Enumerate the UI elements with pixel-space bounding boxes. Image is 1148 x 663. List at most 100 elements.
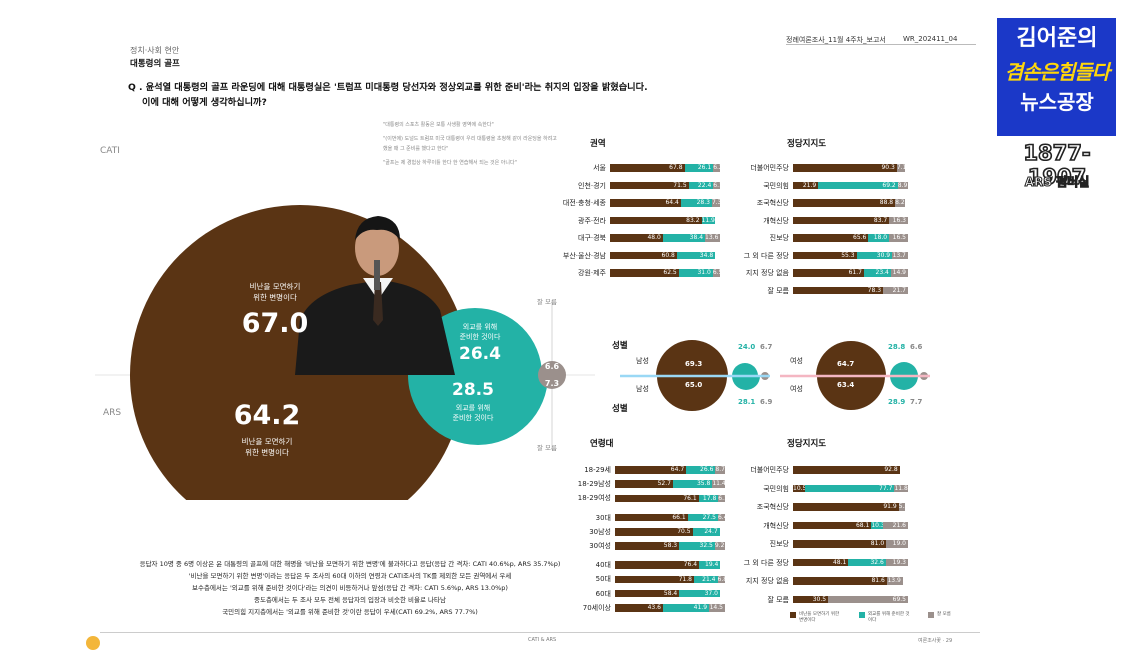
region-bar-dontknow: 7.3 — [711, 199, 720, 207]
legend-item-prepare: 외교를 위해 준비한 것이다 — [859, 612, 910, 624]
male-cati-criticize — [656, 340, 728, 376]
region-bar: 83.2 11.9 — [610, 216, 720, 225]
cati-prepare-line2: 준비한 것이다 — [459, 333, 501, 341]
region-bar: 64.4 28.3 7.3 — [610, 199, 720, 207]
party-row: 더불어민주당 90.3 7.1 — [737, 163, 908, 173]
cati-prepare-label: 외교를 위해 준비한 것이다 — [440, 322, 520, 342]
news-factory-logo — [997, 18, 1116, 136]
party2-row: 개혁신당 68.1 10.3 21.6 — [737, 521, 908, 531]
region-row: 부산·울산·경남 60.8 34.8 — [548, 251, 720, 261]
age-bar-criticize: 64.7 — [615, 466, 687, 474]
party-bar-criticize: 88.8 — [793, 199, 896, 207]
region-bar: 48.0 38.4 13.6 — [610, 234, 720, 242]
age-bar-prepare: 17.8 — [698, 494, 719, 503]
party-row: 국민의힘 21.9 69.2 8.9 — [737, 181, 908, 191]
legend-item-criticize: 비난을 모면하기 위한 변명이다 — [790, 612, 841, 624]
age-bar: 58.3 32.5 9.2 — [615, 542, 725, 550]
question: Q . 윤석열 대통령의 골프 라운딩에 대해 대통령실은 '트럼프 미대통령 … — [128, 80, 688, 110]
ars-dontknow-label: 잘 모름 — [537, 444, 558, 452]
region-row-label: 광주·전라 — [578, 216, 606, 225]
age-bar-criticize: 76.4 — [615, 561, 700, 569]
region-row: 대전·충청·세종 64.4 28.3 7.3 — [548, 198, 720, 208]
report-title: 정례여론조사_11월 4주차_보고서 — [786, 36, 886, 44]
logo-line2: 겸손은힘들다 — [1004, 60, 1110, 84]
ars-criticize-value: 64.2 — [233, 400, 301, 431]
male-ars-criticize-value: 65.0 — [685, 381, 703, 389]
female-ars-criticize — [817, 376, 885, 410]
age-row: 50대 71.821.46.8 — [548, 574, 725, 584]
party2-row-label: 진보당 — [769, 540, 789, 548]
note-5: 국민의힘 지지층에서는 '외교를 위해 준비한 것'이란 응답이 우세(CATI… — [222, 608, 478, 616]
region-bar-prepare: 11.9 — [701, 216, 715, 225]
age-row-label: 70세이상 — [582, 603, 611, 612]
region-bar-criticize: 48.0 — [610, 234, 663, 242]
party-bar-dontknow: 7.1 — [896, 164, 907, 172]
question-line2: 이에 대해 어떻게 생각하십니까? — [142, 97, 267, 108]
region-bar: 60.8 34.8 — [610, 251, 720, 260]
region-row: 서울 67.826.16.2 — [548, 163, 720, 173]
party-bar-dontknow: 8.9 — [897, 181, 908, 190]
region-bar-criticize: 62.5 — [610, 269, 679, 277]
party2-bar-prepare: 32.6 — [848, 558, 886, 567]
party2-bar-criticize: 92.8 — [793, 466, 900, 474]
age-row-label: 30여성 — [589, 542, 611, 550]
party2-row: 잘 모름 30.5 69.5 — [737, 595, 908, 605]
party2-row: 지지 정당 없음 81.6 13.9 — [737, 576, 908, 586]
party-bar: 78.3 21.7 — [793, 286, 908, 295]
age-bar: 52.7 35.8 11.4 — [615, 480, 725, 488]
party2-title: 정당지지도 — [787, 439, 827, 449]
party2-row-label: 개혁신당 — [763, 521, 789, 530]
party2-bar-dontknow: 5.3 — [898, 503, 908, 511]
party-bar-criticize: 65.6 — [793, 234, 869, 242]
phone-number: 1877-1907 — [1023, 140, 1092, 190]
party-title: 정당지지도 — [787, 139, 827, 149]
party-row-label: 그 외 다른 정당 — [743, 251, 789, 260]
male-ars-label: 남성 — [636, 385, 649, 393]
party-bar-prepare: 18.0 — [868, 234, 890, 242]
party2-bar-dontknow: 21.6 — [883, 521, 908, 530]
main-semicircle-chart — [95, 205, 595, 500]
age-bar-prepare: 21.4 — [693, 575, 718, 584]
note-1: 응답자 10명 중 6명 이상은 윤 대통령의 골프에 대한 해명을 '비난을 … — [139, 560, 561, 568]
female-cati-prepare-value: 28.8 — [888, 343, 906, 351]
party2-bar-criticize: 68.1 — [793, 521, 872, 530]
female-cati-dontknow-value: 6.6 — [910, 343, 923, 351]
quote-2: "(이번에) 도널드 트럼프 미국 대통령이 우리 대통령을 초청해 같이 라운… — [383, 136, 557, 152]
age-bar-dontknow: 14.5 — [709, 604, 725, 612]
party2-row: 조국혁신당 91.9 5.3 — [737, 502, 908, 512]
party-bar-dontknow: 16.5 — [889, 234, 908, 242]
region-row: 광주·전라 83.2 11.9 — [548, 216, 720, 226]
party-row-label: 조국혁신당 — [756, 199, 789, 207]
region-bar: 67.826.16.2 — [610, 164, 720, 172]
gender-title-cati: 성별 — [612, 341, 628, 351]
legend-text-prepare: 외교를 위해 준비한 것이다 — [868, 612, 910, 623]
party2-row-label: 더불어민주당 — [750, 466, 789, 474]
age-row-label: 40대 — [595, 561, 611, 570]
party2-row: 진보당 81.0 19.0 — [737, 539, 908, 549]
age-bar-dontknow: 11.4 — [712, 480, 725, 488]
cati-dontknow-value: 6.6 — [544, 362, 560, 371]
age-bar-criticize: 43.6 — [615, 604, 663, 612]
party2-row-label: 조국혁신당 — [756, 503, 789, 511]
cati-criticize-label: 비난을 모면하기 위한 변명이다 — [220, 281, 330, 303]
age-row: 30대 66.127.56.4 — [548, 513, 725, 523]
female-ars-prepare-value: 28.9 — [888, 398, 906, 406]
region-row: 인천·경기 71.522.46.1 — [548, 181, 720, 191]
note-4: 중도층에서는 두 조사 모두 전체 응답자의 입장과 비슷한 비율로 나타남 — [253, 596, 447, 604]
party2-bar-dontknow: 19.3 — [885, 558, 908, 567]
ars-prepare-value: 28.5 — [452, 380, 494, 400]
age-bar: 66.127.56.4 — [615, 513, 725, 522]
female-cati-prepare — [890, 362, 918, 376]
party2-bar: 92.8 — [793, 466, 908, 474]
female-ars-label: 여성 — [790, 385, 803, 393]
section-label: 정치·사회 현안 — [130, 46, 180, 55]
age-bar-criticize: 70.5 — [615, 528, 693, 536]
cati-prepare-line1: 외교를 위해 — [462, 323, 498, 331]
male-cati-criticize-value: 69.3 — [685, 360, 703, 368]
ars-criticize-line1: 비난을 모면하기 — [241, 437, 293, 446]
cati-criticize-line1: 비난을 모면하기 — [249, 282, 301, 291]
party2-bar-dontknow: 69.5 — [828, 595, 908, 604]
age-bar: 76.117.86.1 — [615, 494, 725, 503]
age-bar-criticize: 58.3 — [615, 542, 680, 550]
age-bar-prepare: 26.6 — [686, 466, 716, 474]
